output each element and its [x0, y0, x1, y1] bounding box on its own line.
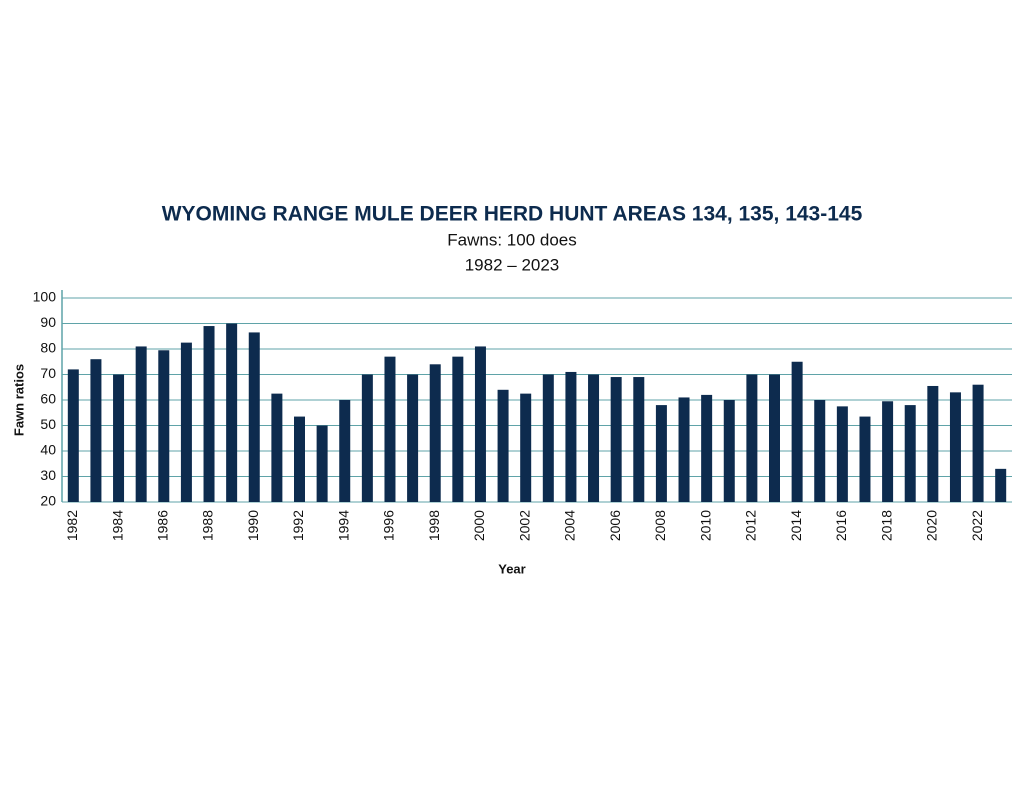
y-tick-label: 20 — [40, 493, 56, 509]
bar — [474, 346, 486, 502]
bar — [588, 374, 600, 502]
bar — [158, 350, 170, 502]
bar — [859, 416, 871, 502]
x-tick-label: 2008 — [652, 510, 668, 541]
x-tick-label: 1984 — [109, 510, 125, 541]
bar — [927, 385, 939, 502]
bar — [361, 374, 373, 502]
y-tick-label: 90 — [40, 314, 56, 330]
bar — [248, 332, 260, 502]
bar — [339, 400, 351, 502]
bar — [769, 374, 780, 502]
x-tick-label: 2002 — [516, 510, 532, 541]
x-tick-label: 1998 — [426, 510, 442, 541]
bar — [791, 361, 803, 502]
bar — [384, 356, 396, 502]
x-tick-label: 2020 — [924, 510, 940, 541]
bar — [67, 369, 79, 502]
bar — [316, 425, 328, 502]
bar — [542, 374, 554, 502]
y-tick-label: 100 — [33, 289, 57, 305]
bar — [135, 346, 147, 502]
y-tick-label: 40 — [40, 442, 56, 458]
bar — [995, 468, 1007, 502]
bar — [882, 401, 894, 502]
x-tick-label: 2014 — [788, 510, 804, 541]
x-tick-label: 1994 — [335, 510, 351, 541]
bar — [972, 384, 984, 502]
x-tick-label: 2004 — [562, 510, 578, 541]
x-tick-label: 1990 — [245, 510, 261, 541]
y-tick-label: 30 — [40, 467, 56, 483]
x-tick-label: 2018 — [878, 510, 894, 541]
chart-subtitle: Fawns: 100 does — [447, 230, 576, 249]
x-tick-label: 1988 — [200, 510, 216, 541]
bar — [429, 364, 441, 502]
x-tick-label: 2010 — [697, 510, 713, 541]
bar — [633, 377, 645, 502]
x-tick-label: 2016 — [833, 510, 849, 541]
x-tick-label: 2022 — [969, 510, 985, 541]
bar — [226, 323, 238, 502]
bar — [610, 377, 622, 502]
bar — [655, 405, 667, 502]
bar — [678, 397, 690, 502]
bar — [836, 406, 848, 502]
bar — [701, 394, 713, 502]
chart-subtitle: 1982 – 2023 — [465, 255, 560, 274]
bar — [294, 416, 305, 502]
x-tick-label: 1982 — [64, 510, 80, 541]
bar — [203, 326, 215, 502]
bar — [723, 400, 735, 502]
x-tick-label: 1986 — [154, 510, 170, 541]
y-tick-label: 80 — [40, 340, 56, 356]
bar — [814, 400, 826, 502]
bar — [497, 389, 509, 502]
y-tick-label: 70 — [40, 365, 56, 381]
bar — [520, 393, 532, 502]
x-tick-label: 1992 — [290, 510, 306, 541]
bar — [904, 405, 916, 502]
x-tick-label: 1996 — [381, 510, 397, 541]
bar — [949, 392, 961, 502]
bar — [407, 374, 419, 502]
bar — [271, 393, 283, 502]
chart-title: WYOMING RANGE MULE DEER HERD HUNT AREAS … — [162, 203, 863, 226]
bar — [565, 371, 577, 502]
x-tick-label: 2000 — [471, 510, 487, 541]
bar — [113, 374, 125, 502]
y-tick-label: 60 — [40, 391, 56, 407]
bar — [452, 356, 464, 502]
x-tick-label: 2006 — [607, 510, 623, 541]
bar — [90, 359, 102, 502]
x-axis-label: Year — [498, 561, 525, 576]
bar — [180, 342, 192, 502]
y-axis-label: Fawn ratios — [11, 364, 26, 436]
bar — [746, 374, 758, 502]
y-tick-label: 50 — [40, 416, 56, 432]
x-tick-label: 2012 — [743, 510, 759, 541]
